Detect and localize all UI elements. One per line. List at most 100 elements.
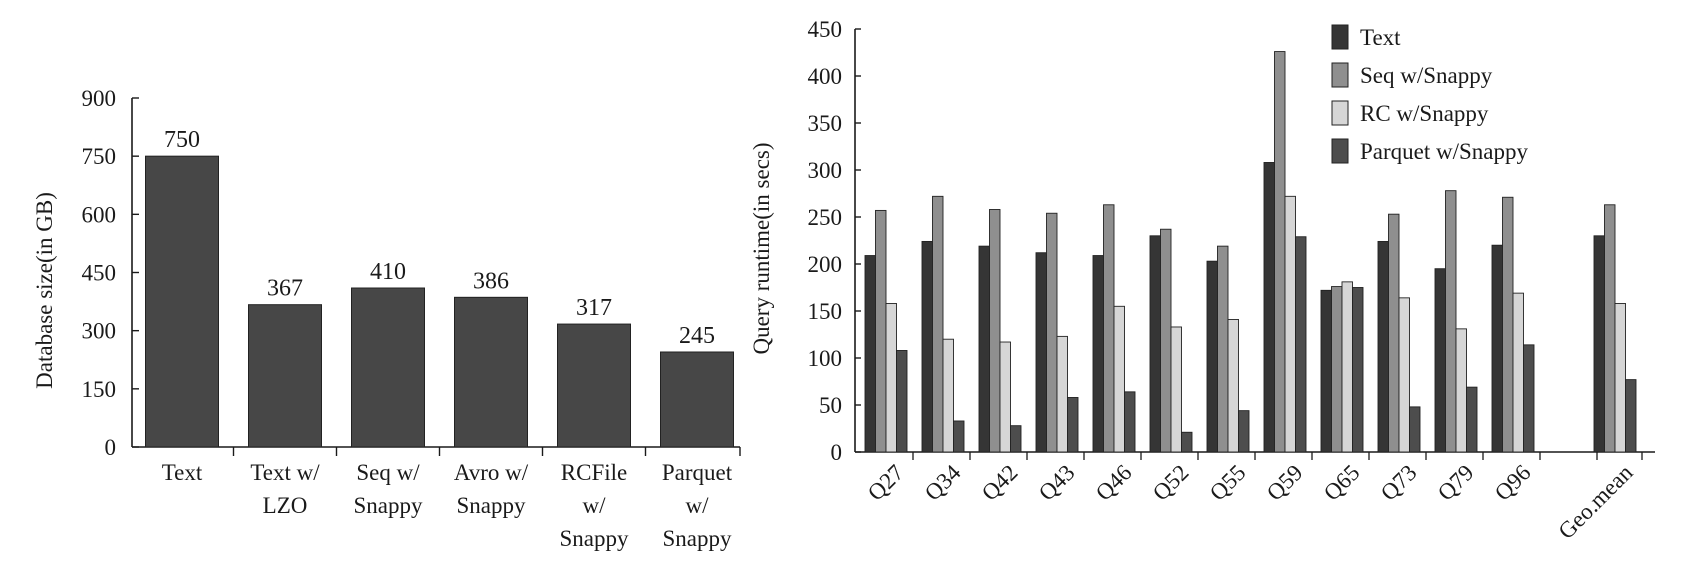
data-label: 386 [473, 268, 509, 294]
x-tick-label: Snappy [560, 526, 630, 551]
data-label: 317 [576, 295, 612, 321]
bar [1331, 286, 1343, 453]
bar [921, 240, 933, 453]
bar [875, 209, 887, 453]
bar [1295, 236, 1307, 453]
bar [1170, 326, 1182, 453]
x-tick-label: w/ [686, 493, 710, 518]
y-tick-label: 250 [808, 205, 843, 230]
bar [1409, 406, 1421, 453]
bar [1523, 344, 1535, 453]
bar [1238, 410, 1250, 453]
y-tick-label: 50 [819, 393, 842, 418]
legend-swatch [1331, 100, 1349, 126]
bar [1067, 397, 1079, 453]
bar [1352, 287, 1364, 453]
x-tick-label: Snappy [354, 493, 424, 518]
x-tick-label: Parquet [662, 460, 733, 485]
bar [1206, 260, 1218, 453]
legend-swatch [1331, 62, 1349, 88]
bar [1124, 391, 1136, 453]
x-tick-label: Seq w/ [356, 460, 420, 485]
y-tick-label: 350 [808, 111, 843, 136]
legend-label: Seq w/Snappy [1360, 63, 1493, 88]
bar [999, 341, 1011, 453]
bar [896, 350, 908, 453]
y-tick-label: 0 [831, 440, 843, 465]
y-tick-label: 300 [808, 158, 843, 183]
y-tick-label: 200 [808, 252, 843, 277]
bar [1491, 244, 1503, 453]
bar [557, 323, 631, 448]
legend-label: RC w/Snappy [1360, 101, 1489, 126]
x-tick-label: Snappy [457, 493, 527, 518]
x-tick-label: Text [162, 460, 203, 485]
y-tick-label: 0 [105, 435, 117, 460]
bar [1010, 425, 1022, 453]
bar [1181, 431, 1193, 453]
y-tick-label: 150 [808, 299, 843, 324]
bar [351, 287, 425, 448]
bar [1502, 196, 1514, 453]
bar [1103, 204, 1115, 453]
bar [1092, 255, 1104, 453]
data-label: 410 [370, 259, 406, 285]
x-tick-label: Q34 [920, 460, 966, 506]
bar [1445, 190, 1457, 453]
x-tick-label: Text w/ [250, 460, 320, 485]
x-tick-label: Q46 [1091, 460, 1137, 506]
bar [1035, 252, 1047, 453]
x-tick-label: Q52 [1148, 460, 1194, 506]
x-tick-label: Geo.mean [1553, 460, 1637, 544]
y-tick-label: 600 [82, 202, 117, 227]
bar [660, 351, 734, 448]
x-tick-label: Avro w/ [454, 460, 529, 485]
bar [1604, 204, 1616, 453]
bar [1274, 51, 1286, 453]
bar [1434, 268, 1446, 453]
x-tick-label: RCFile [561, 460, 627, 485]
bar [1377, 240, 1389, 453]
bar [454, 296, 528, 448]
bar [1263, 162, 1275, 453]
bar [1056, 335, 1068, 453]
bar [978, 245, 990, 453]
x-tick-label: Q43 [1034, 460, 1080, 506]
database-size-chart: 0 150 300 450 600 750 900 Database size(in GB) 7… [32, 86, 741, 551]
bar [864, 255, 876, 453]
bar [1455, 328, 1467, 453]
bar [1160, 228, 1172, 453]
query-runtime-chart: 0 50 100 150 200 250 300 350 400 450 Query runtime… [749, 17, 1655, 544]
legend-swatch [1331, 24, 1349, 50]
legend-label: Text [1360, 25, 1401, 50]
y-tick-label: 900 [82, 86, 117, 111]
bar [1227, 319, 1239, 453]
x-tick-label: Q27 [863, 460, 909, 506]
y-tick-label: 750 [82, 144, 117, 169]
bar [1625, 379, 1637, 453]
bar [1149, 235, 1161, 453]
bar [1217, 245, 1229, 453]
legend-swatch [1331, 138, 1349, 164]
y-tick-label: 150 [82, 377, 117, 402]
y-tick-label: 100 [808, 346, 843, 371]
bar [1046, 212, 1058, 453]
x-tick-label: Q73 [1376, 460, 1422, 506]
query-runtime-legend: Text Seq w/Snappy RC w/Snappy Parquet w/Sna… [1331, 24, 1529, 164]
x-tick-label: Q42 [977, 460, 1023, 506]
legend-label: Parquet w/Snappy [1360, 139, 1529, 164]
bar [932, 195, 944, 453]
bar [1320, 289, 1332, 453]
y-axis-label: Database size(in GB) [32, 192, 57, 389]
bar [1113, 305, 1125, 453]
bar [1284, 195, 1296, 453]
x-tick-label: Q96 [1490, 460, 1536, 506]
bar [1388, 213, 1400, 453]
data-label: 750 [164, 127, 200, 153]
bar [145, 155, 219, 448]
y-tick-label: 300 [82, 319, 117, 344]
y-axis-label: Query runtime(in secs) [749, 142, 774, 354]
x-tick-label: LZO [263, 493, 308, 518]
data-label: 245 [679, 323, 715, 349]
y-tick-label: 400 [808, 64, 843, 89]
